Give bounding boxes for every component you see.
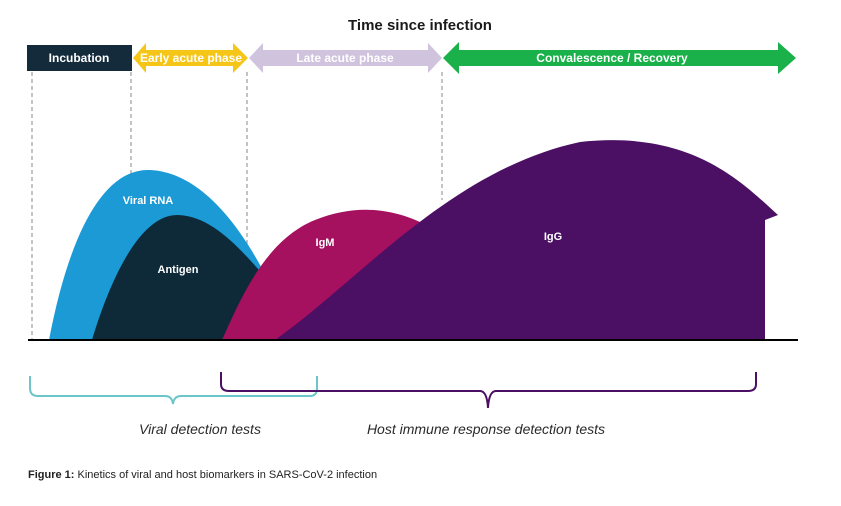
viral-tests-bracket: [29, 376, 318, 405]
viral-rna-label: Viral RNA: [123, 195, 174, 207]
caption-text: Kinetics of viral and host biomarkers in…: [74, 469, 378, 481]
igm-curve: [222, 209, 420, 340]
early-acute-arrow: [133, 43, 248, 73]
phase-dividers: [31, 72, 443, 340]
igg-label: IgG: [544, 231, 562, 243]
convalescence-arrow: [443, 42, 796, 74]
diagram-title: Time since infection: [348, 17, 492, 34]
phase-bar: Incubation Early acute phase Late acute …: [27, 42, 796, 74]
late-acute-arrow: [249, 43, 442, 73]
igg-curve: [275, 140, 778, 340]
incubation-box: [27, 45, 132, 71]
convalescence-label: Convalescence / Recovery: [536, 51, 688, 65]
late-acute-label: Late acute phase: [296, 51, 394, 65]
early-acute-label: Early acute phase: [140, 51, 242, 65]
caption-label: Figure 1:: [28, 469, 75, 481]
viral-tests-label: Viral detection tests: [139, 421, 261, 437]
antigen-curve: [92, 214, 268, 340]
figure-caption: Figure 1: Kinetics of viral and host bio…: [28, 469, 377, 481]
host-tests-label: Host immune response detection tests: [367, 421, 605, 437]
antigen-label: Antigen: [158, 264, 199, 276]
incubation-label: Incubation: [49, 51, 110, 65]
host-tests-bracket: [220, 372, 757, 409]
igm-label: IgM: [316, 237, 335, 249]
